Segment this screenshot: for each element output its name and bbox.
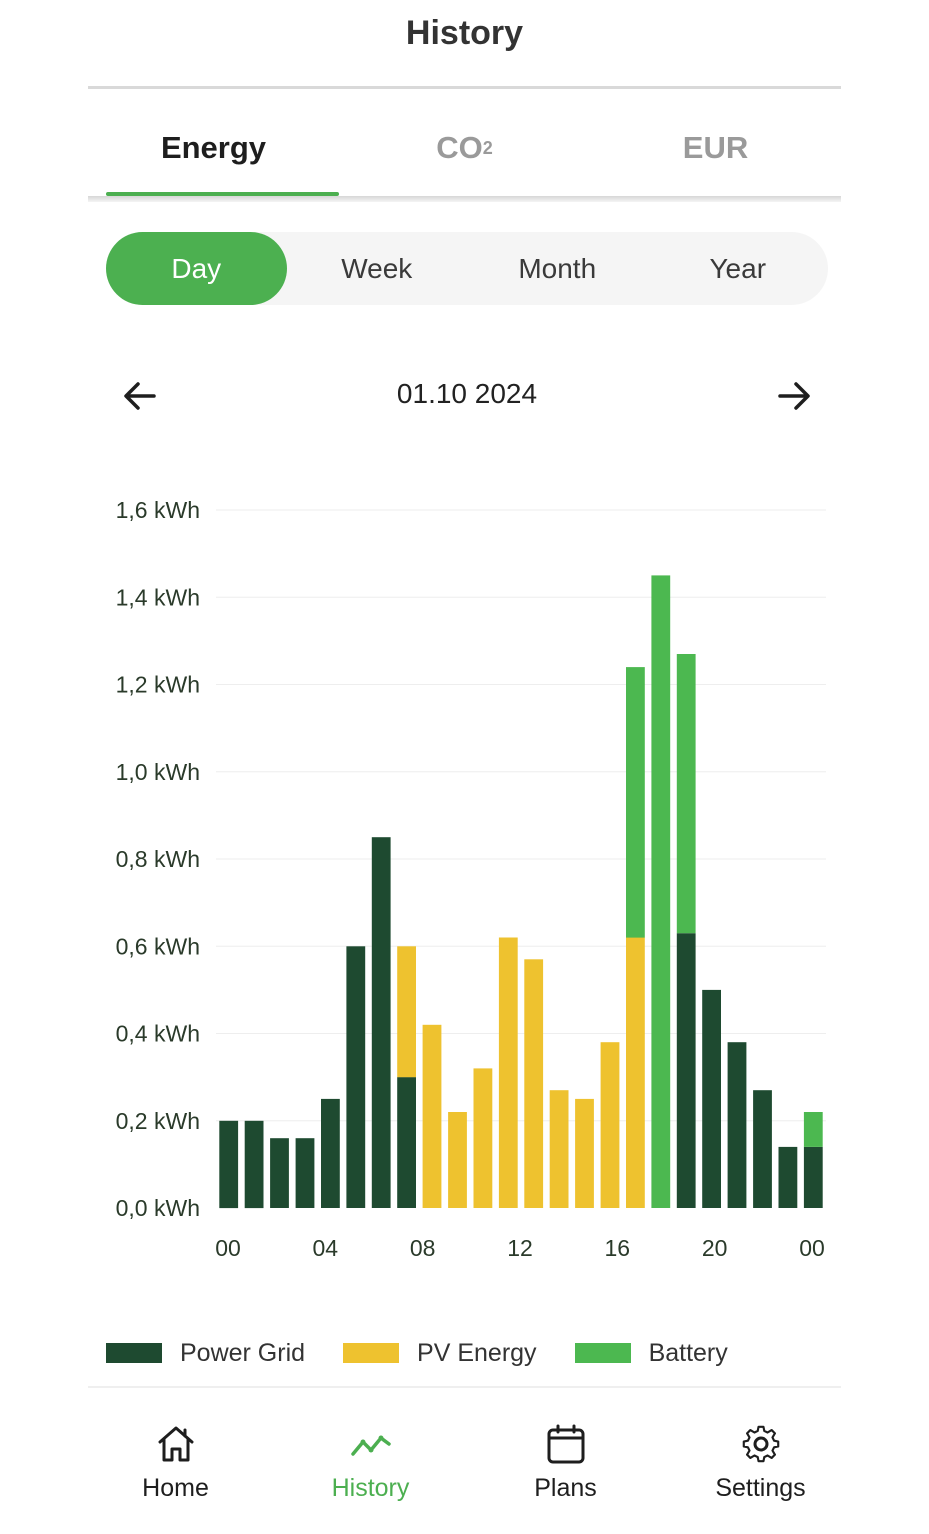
home-icon [158, 1426, 193, 1462]
bar-power-grid-00 [219, 1120, 239, 1209]
previous-day-button[interactable] [110, 366, 170, 426]
arrow-right-icon [778, 382, 810, 410]
nav-home[interactable]: Home [78, 1420, 273, 1520]
energy-bar-chart: 0,0 kWh 0,2 kWh 0,4 kWh 0,6 kWh 0,8 kWh 1,0 k… [116, 497, 826, 1261]
bar-power-grid-20 [727, 1042, 747, 1208]
nav-history[interactable]: History [273, 1420, 468, 1520]
bar-power-grid-18 [676, 933, 696, 1208]
bar-power-grid-06 [371, 837, 391, 1208]
period-selector: Day Week Month Year [106, 232, 828, 305]
x-tick-label: 20 [702, 1235, 728, 1261]
period-year-button[interactable]: Year [709, 252, 767, 284]
current-date: 01.10 2024 [396, 378, 538, 409]
x-axis-labels: 00 04 08 12 16 20 00 [215, 1235, 825, 1261]
legend-label-battery: Battery [648, 1338, 728, 1367]
nav-settings-label: Settings [715, 1474, 806, 1502]
date-navigator: 01.10 2024 [106, 360, 828, 430]
x-tick-label: 00 [215, 1235, 241, 1261]
nav-plans[interactable]: Plans [468, 1420, 663, 1520]
arrow-left-icon [124, 382, 156, 410]
x-tick-label: 08 [410, 1235, 436, 1261]
x-tick-label: 12 [507, 1235, 533, 1261]
y-tick-label: 0,8 kWh [116, 846, 200, 872]
y-tick-label: 0,0 kWh [116, 1195, 200, 1221]
nav-settings[interactable]: Settings [663, 1420, 858, 1520]
bar-battery-23 [803, 1112, 823, 1147]
tab-eur-label: EUR [682, 130, 749, 165]
tab-co2[interactable]: CO 2 [339, 100, 590, 196]
bar-power-grid-23 [803, 1146, 823, 1208]
bar-battery-16 [626, 667, 645, 938]
x-tick-label: 16 [605, 1235, 631, 1261]
legend-swatch-battery [574, 1343, 631, 1363]
bar-power-grid-04 [321, 1098, 340, 1208]
nav-home-label: Home [142, 1474, 209, 1502]
bar-pv-energy-12 [524, 959, 544, 1208]
chart-bars [219, 575, 823, 1209]
tab-energy[interactable]: Energy [88, 100, 339, 196]
bottom-nav-divider [88, 1386, 841, 1388]
legend-item-battery: Battery [574, 1338, 728, 1368]
tabs-divider [88, 196, 841, 202]
period-month-button[interactable]: Month [518, 252, 597, 284]
bar-battery-17 [651, 575, 671, 1208]
bar-power-grid-22 [778, 1146, 798, 1208]
history-chart-icon [350, 1435, 391, 1456]
chart-gridlines [216, 509, 826, 1122]
y-tick-label: 1,4 kWh [116, 584, 200, 610]
tab-energy-label: Energy [160, 130, 267, 165]
bar-power-grid-07 [397, 1077, 416, 1208]
tab-eur[interactable]: EUR [590, 100, 841, 196]
bar-pv-energy-10 [473, 1068, 493, 1208]
tab-co2-subscript: 2 [482, 137, 493, 158]
bar-power-grid-03 [295, 1138, 315, 1208]
y-axis-labels: 0,0 kWh 0,2 kWh 0,4 kWh 0,6 kWh 0,8 kWh 1,0 k… [116, 497, 200, 1221]
metric-tabs: Energy CO 2 EUR [88, 100, 841, 196]
nav-plans-label: Plans [534, 1474, 597, 1502]
y-tick-label: 1,2 kWh [116, 672, 200, 698]
bottom-navigation: Home History Plans Settings [78, 1420, 858, 1520]
bar-pv-energy-08 [422, 1024, 442, 1208]
page-title: History [405, 14, 524, 52]
bar-pv-energy-15 [600, 1042, 620, 1208]
next-day-button[interactable] [764, 366, 824, 426]
period-day-button[interactable]: Day [106, 232, 287, 305]
bar-pv-energy-16 [626, 937, 645, 1208]
chart-legend: Power Grid PV Energy Battery [106, 1333, 766, 1373]
legend-swatch-power-grid [106, 1343, 162, 1363]
x-tick-label: 04 [313, 1235, 339, 1261]
y-tick-label: 1,0 kWh [116, 759, 200, 785]
bar-power-grid-19 [702, 989, 721, 1208]
legend-label-power-grid: Power Grid [180, 1338, 306, 1367]
legend-label-pv-energy: PV Energy [417, 1338, 537, 1367]
nav-history-label: History [331, 1474, 410, 1502]
y-tick-label: 1,6 kWh [116, 497, 200, 523]
legend-item-pv-energy: PV Energy [343, 1339, 537, 1368]
bar-pv-energy-11 [498, 937, 518, 1208]
legend-swatch-pv-energy [343, 1343, 400, 1363]
tab-co2-label: CO [436, 130, 483, 165]
bar-power-grid-02 [270, 1138, 289, 1208]
bar-pv-energy-09 [448, 1112, 467, 1208]
calendar-icon [547, 1424, 584, 1464]
legend-item-power-grid: Power Grid [106, 1339, 305, 1368]
y-tick-label: 0,6 kWh [116, 933, 200, 959]
y-tick-label: 0,4 kWh [116, 1021, 200, 1047]
x-tick-label: 00 [799, 1235, 825, 1261]
title-divider [88, 86, 841, 89]
y-tick-label: 0,2 kWh [116, 1108, 200, 1134]
gear-icon [742, 1425, 779, 1463]
bar-power-grid-21 [753, 1090, 772, 1208]
period-week-button[interactable]: Week [341, 252, 413, 284]
bar-battery-18 [676, 654, 696, 934]
bar-pv-energy-13 [549, 1090, 569, 1208]
bar-pv-energy-14 [575, 1098, 594, 1208]
bar-pv-energy-07 [397, 946, 416, 1078]
bar-power-grid-05 [346, 946, 366, 1208]
bar-power-grid-01 [244, 1120, 264, 1209]
